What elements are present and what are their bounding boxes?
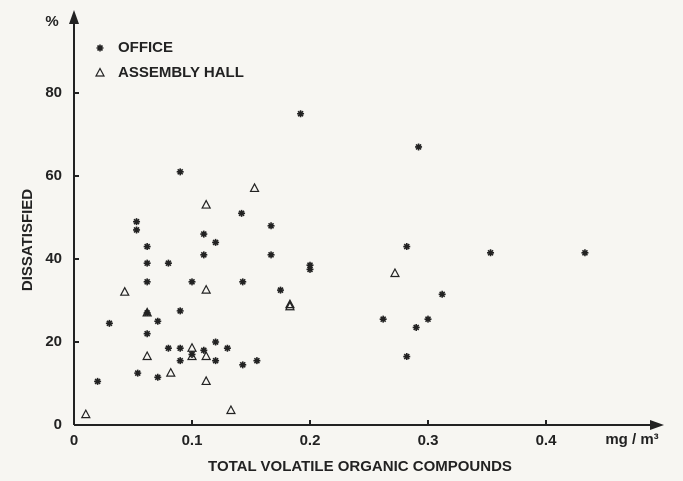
star-marker xyxy=(267,251,275,259)
x-arrow xyxy=(650,420,664,430)
triangle-marker xyxy=(201,375,212,386)
triangle-marker xyxy=(165,367,176,377)
triangle-marker xyxy=(142,307,153,317)
star-marker xyxy=(438,290,446,298)
triangle-marker xyxy=(95,67,105,77)
y-axis-label: DISSATISFIED xyxy=(19,189,36,291)
star-marker xyxy=(200,346,208,354)
star-marker xyxy=(133,218,141,226)
star-marker xyxy=(143,330,151,338)
star-marker xyxy=(415,143,423,151)
triangle-marker xyxy=(201,284,212,294)
star-marker xyxy=(306,265,314,273)
x-tick-label: 0.3 xyxy=(418,432,439,449)
star-marker xyxy=(200,230,208,238)
star-marker xyxy=(212,357,220,365)
star-marker xyxy=(297,110,305,118)
triangle-marker xyxy=(249,182,260,193)
star-marker xyxy=(212,338,220,346)
x-tick-label: 0.2 xyxy=(300,432,321,449)
star-marker xyxy=(253,357,261,365)
star-marker xyxy=(188,278,196,286)
star-marker xyxy=(176,168,184,176)
triangle-marker xyxy=(225,404,236,415)
x-axis-label: TOTAL VOLATILE ORGANIC COMPOUNDS xyxy=(208,458,512,475)
star-marker xyxy=(154,317,162,325)
triangle-marker xyxy=(284,298,295,309)
star-marker xyxy=(164,259,172,267)
star-marker xyxy=(176,344,184,352)
y-tick-label: 20 xyxy=(45,333,62,350)
star-marker xyxy=(134,369,142,377)
triangle-marker xyxy=(201,199,212,209)
star-marker xyxy=(403,353,411,361)
star-marker xyxy=(105,319,113,327)
legend-label: ASSEMBLY HALL xyxy=(118,64,244,81)
triangle-marker xyxy=(142,350,153,361)
triangle-marker xyxy=(80,408,91,419)
star-marker xyxy=(412,323,420,331)
star-marker xyxy=(96,44,104,52)
triangle-marker xyxy=(119,286,130,296)
star-marker xyxy=(239,361,247,369)
x-tick-label: 0 xyxy=(70,432,78,449)
triangle-marker xyxy=(187,350,197,361)
star-marker xyxy=(176,307,184,315)
triangle-marker xyxy=(389,267,400,278)
star-marker xyxy=(200,251,208,259)
star-marker xyxy=(239,278,247,286)
star-marker xyxy=(424,315,432,323)
star-marker xyxy=(223,344,231,352)
triangle-marker xyxy=(187,342,197,352)
x-unit: mg / m³ xyxy=(605,431,658,448)
star-marker xyxy=(143,243,151,251)
y-tick-label: 0 xyxy=(54,416,62,433)
star-marker xyxy=(176,357,184,365)
star-marker xyxy=(133,226,141,234)
star-marker xyxy=(238,209,246,217)
star-marker xyxy=(143,259,151,267)
x-tick-label: 0.1 xyxy=(182,432,203,449)
star-marker xyxy=(154,373,162,381)
y-unit: % xyxy=(45,13,58,30)
star-marker xyxy=(143,309,151,317)
triangle-marker xyxy=(284,300,295,311)
star-marker xyxy=(143,278,151,286)
y-tick-label: 80 xyxy=(45,84,62,101)
y-arrow xyxy=(69,10,79,24)
triangle-marker xyxy=(201,350,212,361)
star-marker xyxy=(379,315,387,323)
star-marker xyxy=(94,377,102,385)
y-tick-label: 40 xyxy=(45,250,62,267)
star-marker xyxy=(212,238,220,246)
star-marker xyxy=(306,261,314,269)
star-marker xyxy=(188,350,196,358)
y-tick-label: 60 xyxy=(45,167,62,184)
star-marker xyxy=(267,222,275,230)
legend-label: OFFICE xyxy=(118,39,173,56)
star-marker xyxy=(277,286,284,294)
star-marker xyxy=(403,243,411,251)
x-tick-label: 0.4 xyxy=(536,432,558,449)
star-marker xyxy=(164,344,172,352)
star-marker xyxy=(581,249,589,257)
star-marker xyxy=(487,249,495,257)
